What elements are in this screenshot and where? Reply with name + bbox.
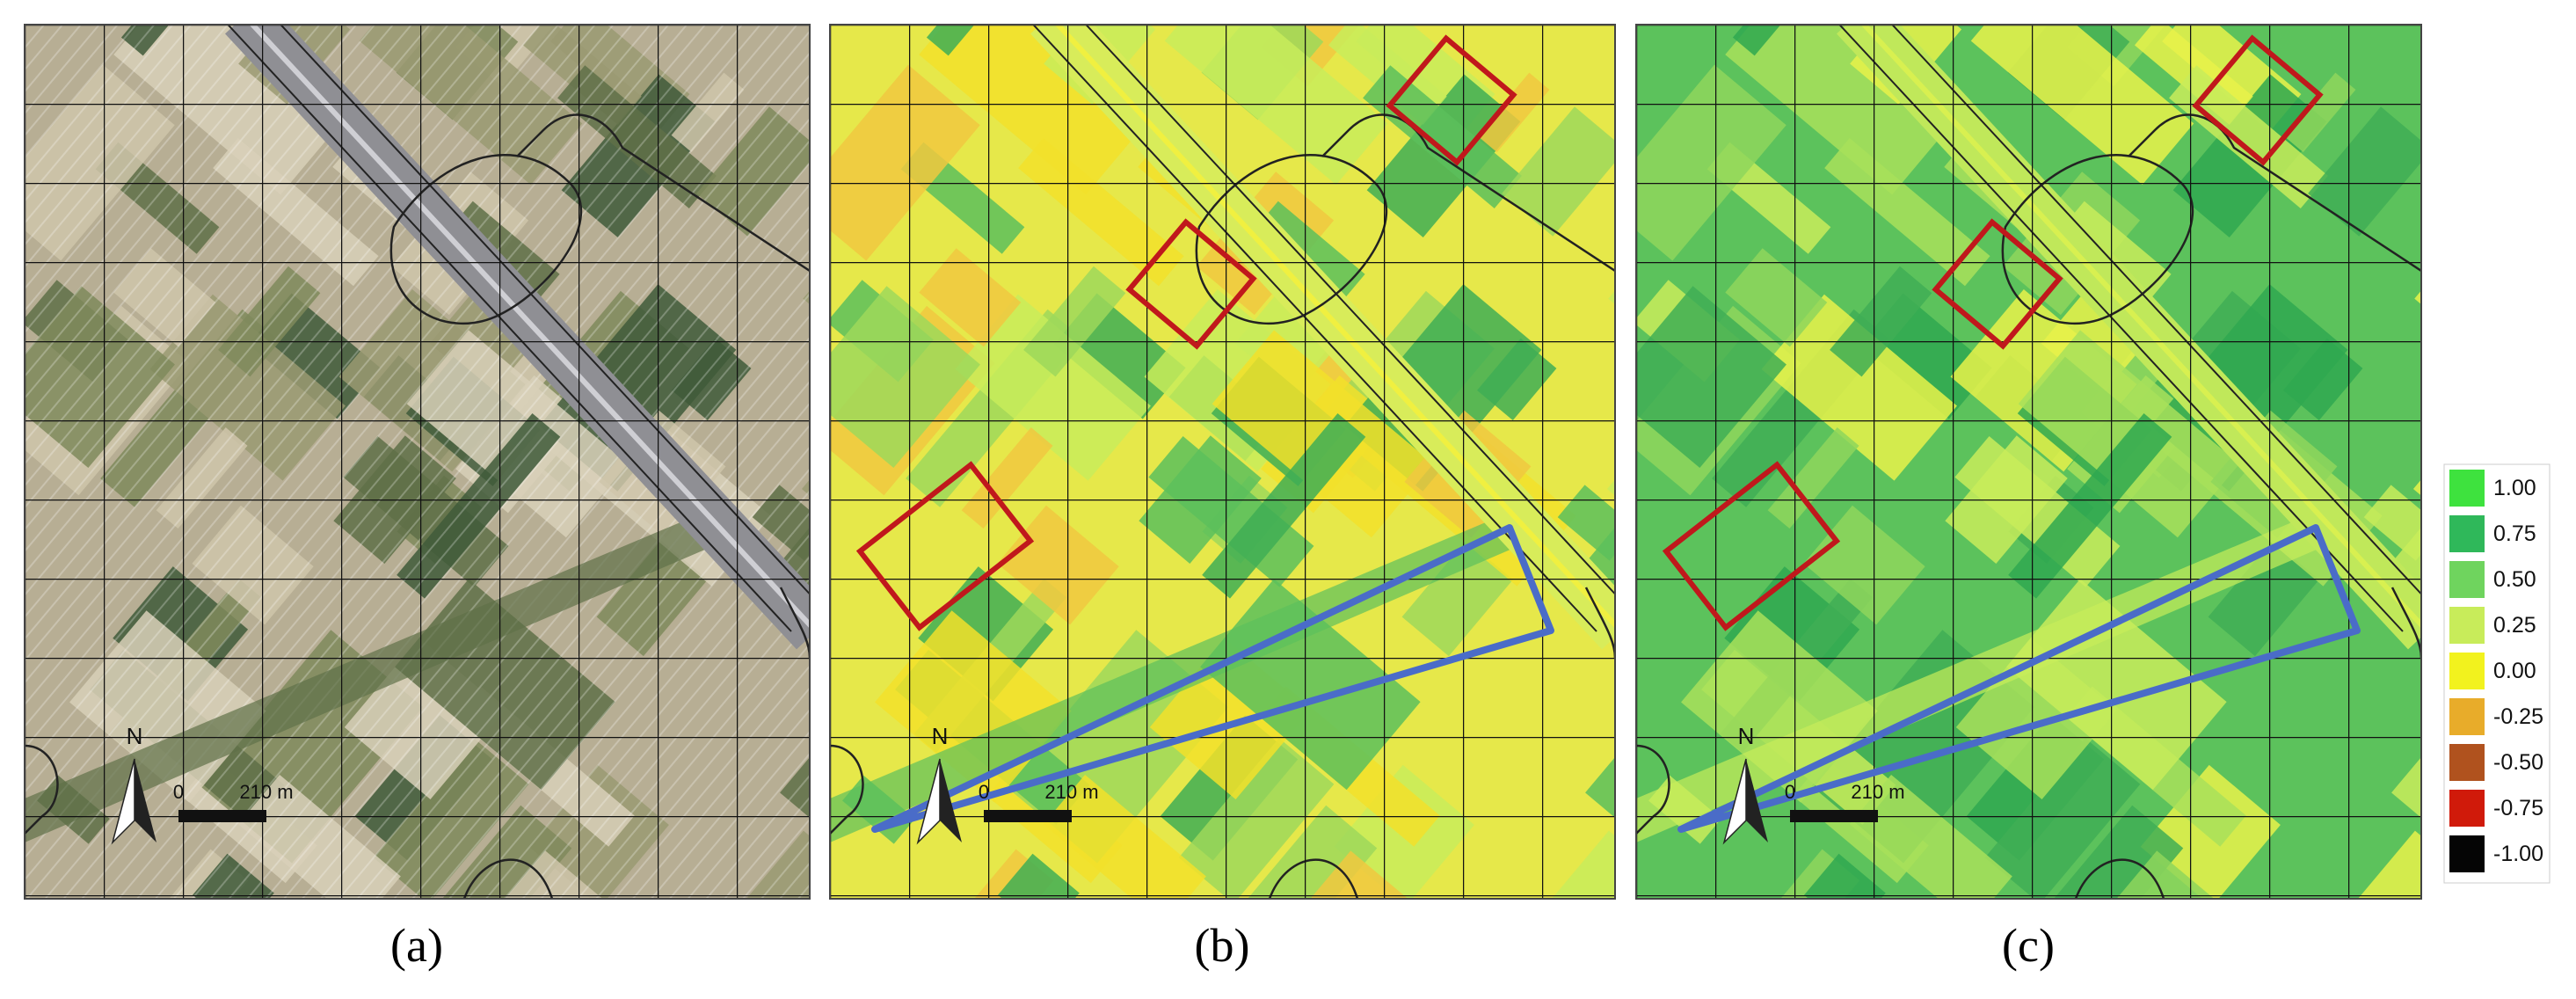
north-arrow-right: [135, 759, 156, 842]
north-arrow-right: [940, 759, 962, 842]
legend-swatch: [2449, 744, 2485, 781]
panel-frame: [829, 24, 1616, 900]
scale-bar: [984, 810, 1072, 822]
legend-label: 0.00: [2493, 659, 2536, 683]
legend-swatch: [2449, 790, 2485, 827]
highlight-box: [1662, 461, 1841, 631]
north-label: N: [932, 723, 949, 749]
scale-start: 0: [979, 781, 989, 803]
legend-label: -0.25: [2493, 704, 2543, 729]
map-panel: N 0 210 m (a): [24, 24, 811, 972]
panel-frame: [1635, 24, 2422, 900]
scale-end: 210 m: [1044, 781, 1098, 803]
scale-start: 0: [173, 781, 184, 803]
panel-label: (a): [390, 919, 443, 972]
legend-swatch: [2449, 515, 2485, 552]
panel-label: (b): [1195, 919, 1250, 972]
legend-swatch: [2449, 561, 2485, 598]
legend-label: 1.00: [2493, 476, 2536, 500]
legend-swatch: [2449, 470, 2485, 507]
grid: [1636, 25, 2421, 899]
legend-swatch: [2449, 607, 2485, 644]
legend: 1.00 0.75 0.50 0.25 0.00 -0.25 -0.50 -0.75 -1.00: [2443, 463, 2551, 884]
highlight-box: [2192, 34, 2324, 166]
scale-end: 210 m: [239, 781, 293, 803]
land-patch: [2414, 241, 2421, 383]
legend-swatch: [2449, 653, 2485, 689]
legend-swatch: [2449, 698, 2485, 735]
legend-label: 0.25: [2493, 613, 2536, 638]
legend-label: -1.00: [2493, 842, 2543, 866]
north-arrow-right: [1746, 759, 1768, 842]
grid: [25, 25, 810, 899]
scale-start: 0: [1785, 781, 1795, 803]
legend-label: 0.75: [2493, 521, 2536, 546]
highlight-box: [1932, 218, 2063, 350]
highlight-triangle: [871, 524, 1554, 833]
legend-label: 0.50: [2493, 567, 2536, 592]
highlight-box: [1125, 218, 1257, 350]
scale-bar: [1790, 810, 1878, 822]
scale-bar: [178, 810, 266, 822]
panel-frame: [24, 24, 811, 900]
legend-label: -0.75: [2493, 796, 2543, 820]
panel-label: (c): [2002, 919, 2055, 972]
grid: [830, 25, 1615, 899]
scale-end: 210 m: [1851, 781, 1904, 803]
north-label: N: [127, 723, 143, 749]
highlight-box: [855, 461, 1035, 631]
legend-swatch: [2449, 835, 2485, 872]
map-panel: N 0 210 m (b): [829, 24, 1616, 972]
legend-label: -0.50: [2493, 750, 2543, 775]
map-panel: N 0 210 m (c): [1635, 24, 2422, 972]
highlight-box: [1386, 34, 1517, 166]
north-label: N: [1738, 723, 1755, 749]
highlight-triangle: [1677, 524, 2361, 833]
